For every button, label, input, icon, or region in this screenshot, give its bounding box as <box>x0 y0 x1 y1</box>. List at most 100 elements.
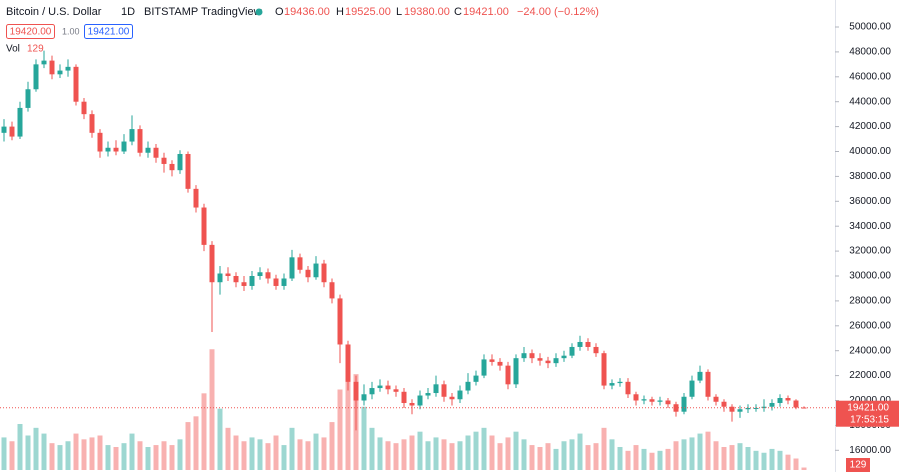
candle-body <box>281 278 287 286</box>
candle-body <box>201 207 207 245</box>
candle-body <box>137 129 143 153</box>
candle-body <box>257 272 263 277</box>
volume-bar <box>705 431 711 470</box>
candle-body <box>73 66 79 102</box>
volume-bar <box>185 422 191 470</box>
volume-bar <box>105 445 111 470</box>
volume-bar <box>753 450 759 470</box>
volume-bar <box>657 450 663 470</box>
candle-body <box>665 400 671 405</box>
candle-body <box>577 341 583 347</box>
y-tick-label: 50000.00 <box>849 22 891 33</box>
volume-bar <box>641 448 647 470</box>
y-tick-label: 26000.00 <box>849 320 891 331</box>
volume-bar <box>489 435 495 470</box>
sell-price: 19420.00 <box>10 27 52 38</box>
status-dot <box>255 8 263 16</box>
candle-body <box>329 282 335 299</box>
volume-bar <box>681 439 687 470</box>
candle-body <box>353 381 359 401</box>
volume-bar <box>281 445 287 470</box>
candle-body <box>721 401 727 407</box>
candle-body <box>601 353 607 386</box>
buy-box[interactable] <box>84 24 133 39</box>
candle-body <box>241 282 247 286</box>
volume-bar <box>81 439 87 470</box>
volume-bar <box>617 447 623 470</box>
y-tick-label: 32000.00 <box>849 246 891 257</box>
sell-box[interactable] <box>6 24 55 39</box>
exchange: BITSTAMP <box>144 6 198 18</box>
candle-body <box>561 355 567 359</box>
volume-bar <box>169 445 175 470</box>
candle-body <box>585 341 591 347</box>
candle-body <box>265 272 271 279</box>
volume-bar <box>161 441 167 470</box>
volume-bar <box>793 458 799 470</box>
volume-bar <box>49 443 55 470</box>
volume-bar <box>481 427 487 470</box>
candle-body <box>17 107 23 137</box>
header: Bitcoin / U.S. Dollar 1D BITSTAMP Tradin… <box>6 6 599 55</box>
volume-bar <box>721 447 727 470</box>
volume-bar <box>521 439 527 470</box>
candle-body <box>497 361 503 366</box>
volume-bar <box>393 443 399 470</box>
candle-body <box>145 147 151 153</box>
volume-bar <box>217 408 223 470</box>
change: −24.00 (−0.12%) <box>517 6 599 18</box>
volume-bar <box>321 437 327 470</box>
candle-body <box>81 101 87 115</box>
volume-bar <box>529 445 535 470</box>
volume-bar <box>673 441 679 470</box>
volume-bar <box>177 439 183 470</box>
volume-bar <box>577 433 583 470</box>
candle-body <box>113 147 119 152</box>
volume-bar <box>537 447 543 470</box>
candle-body <box>761 406 767 408</box>
candle-body <box>569 346 575 356</box>
volume-bar <box>345 351 351 470</box>
volume-bar <box>137 441 143 470</box>
open-value: 19436.00 <box>284 6 330 18</box>
candle-body <box>657 400 663 402</box>
y-tick-label: 38000.00 <box>849 171 891 182</box>
low-value: 19380.00 <box>404 6 450 18</box>
volume-bar <box>601 427 607 470</box>
candle-body <box>793 400 799 408</box>
volume-bar <box>257 439 263 470</box>
candle-body <box>385 385 391 390</box>
candle-body <box>609 383 615 386</box>
candle-body <box>537 358 543 361</box>
volume-bar <box>153 445 159 470</box>
candle-body <box>369 388 375 395</box>
volume-bar <box>57 445 63 470</box>
source: TradingView <box>201 6 262 18</box>
candle-body <box>345 344 351 382</box>
candle-body <box>553 358 559 364</box>
y-tick-label: 36000.00 <box>849 196 891 207</box>
volume-bar <box>65 441 71 470</box>
low-label: L <box>396 6 402 18</box>
volume-bar <box>585 445 591 470</box>
volume-bar <box>417 431 423 470</box>
volume-bar <box>97 435 103 470</box>
candle-body <box>617 381 623 384</box>
candle-body <box>161 157 167 164</box>
volume-bar <box>193 416 199 470</box>
candle-body <box>297 257 303 270</box>
volume-bar <box>665 448 671 470</box>
volume-bar <box>297 439 303 470</box>
y-tick-label: 44000.00 <box>849 96 891 107</box>
candle-body <box>89 114 95 133</box>
volume-bar <box>369 427 375 470</box>
y-tick-label: 30000.00 <box>849 271 891 282</box>
volume-title: Vol <box>6 44 20 55</box>
volume-bar <box>609 439 615 470</box>
volume-bar <box>41 433 47 470</box>
candle-body <box>457 390 463 400</box>
volume-bar <box>561 441 567 470</box>
volume-bar <box>553 448 559 470</box>
y-tick-label: 40000.00 <box>849 146 891 157</box>
